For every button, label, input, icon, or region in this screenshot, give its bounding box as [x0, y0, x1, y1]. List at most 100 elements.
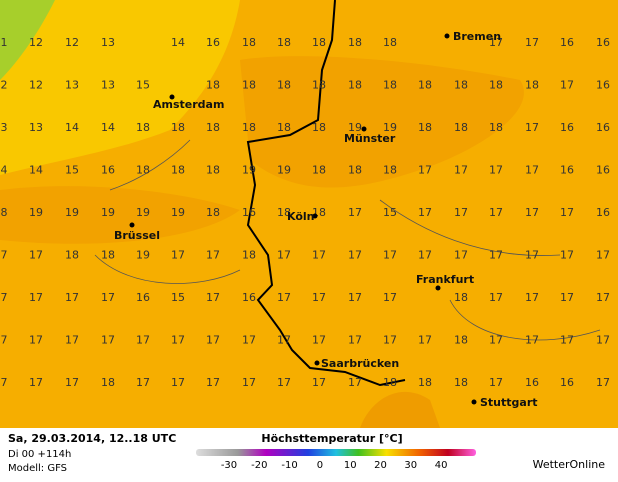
temperature-value: 18 — [454, 121, 468, 134]
temperature-value: 16 — [242, 291, 256, 304]
temperature-value: 16 — [596, 121, 610, 134]
scale-label: 40 — [435, 460, 448, 471]
green-zone — [0, 0, 55, 80]
temperature-value: 18 — [136, 121, 150, 134]
temperature-value: 17 — [454, 249, 468, 262]
temperature-value: 16 — [596, 36, 610, 49]
temperature-value: 17 — [171, 334, 185, 347]
temperature-value: 17 — [206, 249, 220, 262]
temperature-value: 18 — [206, 206, 220, 219]
temperature-value: 15 — [171, 291, 185, 304]
temperature-value: 18 — [312, 164, 326, 177]
city-dot — [435, 285, 441, 291]
temperature-value: 17 — [277, 291, 291, 304]
temperature-value: 18 — [277, 206, 291, 219]
temperature-value: 16 — [560, 36, 574, 49]
temperature-value: 18 — [101, 376, 115, 389]
temperature-value: 16 — [242, 206, 256, 219]
temperature-value: 18 — [383, 164, 397, 177]
city-dot — [312, 213, 318, 219]
scale-label: -10 — [281, 460, 297, 471]
temperature-value: 17 — [489, 291, 503, 304]
temperature-value: 17 — [277, 249, 291, 262]
temperature-value: 17 — [596, 376, 610, 389]
temperature-value: 17 — [418, 334, 432, 347]
temperature-value: 16 — [525, 376, 539, 389]
temperature-value: 17 — [560, 206, 574, 219]
temperature-value: 19 — [101, 206, 115, 219]
scale-label: -30 — [221, 460, 237, 471]
temperature-value: 15 — [383, 206, 397, 219]
city-dot — [314, 360, 320, 366]
temperature-value: 13 — [29, 121, 43, 134]
temperature-value: 18 — [454, 334, 468, 347]
yellow-zone — [0, 0, 240, 175]
temperature-value: 17 — [312, 376, 326, 389]
temperature-value: 12 — [65, 36, 79, 49]
temperature-value: 17 — [206, 291, 220, 304]
legend-title: Höchsttemperatur [°C] — [261, 432, 402, 445]
temperature-value: 17 — [489, 249, 503, 262]
temperature-value: 18 — [312, 121, 326, 134]
brand: WetterOnline — [533, 458, 606, 471]
temperature-value: 18 — [525, 79, 539, 92]
temperature-value: 18 — [206, 164, 220, 177]
city-name: Stuttgart — [480, 396, 538, 409]
temperature-value: 17 — [171, 376, 185, 389]
temperature-value: 18 — [383, 79, 397, 92]
temperature-value: 17 — [136, 334, 150, 347]
temperature-value: 18 — [418, 121, 432, 134]
temperature-value: 17 — [348, 376, 362, 389]
temperature-value: 17 — [454, 164, 468, 177]
temperature-value: 17 — [242, 376, 256, 389]
temperature-value: 18 — [242, 121, 256, 134]
temperature-value: 17 — [560, 334, 574, 347]
temperature-value: 18 — [277, 36, 291, 49]
temperature-value: 18 — [171, 164, 185, 177]
temperature-value: 19 — [348, 121, 362, 134]
temperature-value: 17 — [454, 206, 468, 219]
temperature-value: 18 — [418, 376, 432, 389]
temperature-value: 17 — [489, 334, 503, 347]
temperature-value: 2 — [1, 79, 8, 92]
temperature-value: 18 — [242, 36, 256, 49]
temperature-value: 17 — [489, 36, 503, 49]
temperature-value: 17 — [525, 121, 539, 134]
temperature-value: 19 — [136, 249, 150, 262]
temperature-value: 7 — [1, 249, 8, 262]
temperature-value: 17 — [525, 334, 539, 347]
temperature-value: 17 — [596, 291, 610, 304]
temperature-value: 17 — [348, 291, 362, 304]
warm-zone — [0, 186, 240, 244]
temperature-value: 1 — [1, 36, 8, 49]
temperature-value: 17 — [136, 376, 150, 389]
temperature-value: 17 — [489, 206, 503, 219]
city-name: Amsterdam — [153, 98, 224, 111]
temperature-value: 17 — [383, 249, 397, 262]
temperature-value: 18 — [489, 79, 503, 92]
temperature-value: 18 — [242, 249, 256, 262]
temperature-value: 3 — [1, 121, 8, 134]
temperature-value: 18 — [348, 164, 362, 177]
temperature-value: 18 — [454, 291, 468, 304]
temperature-value: 18 — [242, 79, 256, 92]
city-dot — [361, 126, 367, 132]
temperature-value: 19 — [242, 164, 256, 177]
run-label: Di 00 +114h — [8, 449, 71, 460]
temperature-value: 16 — [101, 164, 115, 177]
city-name: Bremen — [453, 30, 501, 43]
temperature-value: 19 — [383, 121, 397, 134]
temperature-value: 17 — [383, 291, 397, 304]
scale-label: 10 — [344, 460, 357, 471]
temperature-value: 17 — [560, 79, 574, 92]
city-dot — [471, 399, 477, 405]
temperature-value: 17 — [65, 334, 79, 347]
temperature-value: 14 — [101, 121, 115, 134]
temperature-value: 17 — [560, 249, 574, 262]
temperature-value: 17 — [525, 291, 539, 304]
temperature-value: 18 — [277, 121, 291, 134]
temperature-value: 14 — [171, 36, 185, 49]
warm-zone — [240, 56, 524, 188]
temperature-value: 15 — [136, 79, 150, 92]
temperature-value: 17 — [418, 164, 432, 177]
